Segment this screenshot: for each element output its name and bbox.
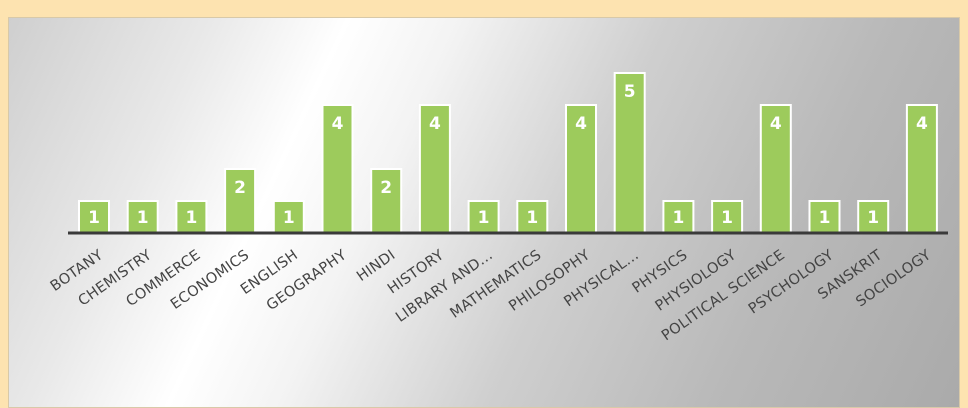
data-label: 4 [575,114,587,134]
data-label: 1 [185,208,197,228]
data-label: 4 [770,114,782,134]
data-label: 4 [429,114,441,134]
bar-psychology [808,200,841,234]
bar-hindi [370,168,403,234]
data-label: 1 [672,208,684,228]
data-label: 5 [624,82,636,102]
x-tick-label: PSYCHOLOGY [746,247,837,317]
data-label: 1 [526,208,538,228]
bar-sociology [905,104,938,234]
bar-political-science [759,104,792,234]
data-label: 2 [234,178,246,198]
data-label: 1 [867,208,879,228]
bars-group: 1 1 1 2 1 4 2 4 1 1 4 5 1 1 4 1 1 4 [78,72,938,234]
data-label: 1 [721,208,733,228]
data-label: 4 [332,114,344,134]
data-label: 1 [283,208,295,228]
data-label: 2 [380,178,392,198]
bar-philosophy [565,104,597,234]
data-label: 1 [478,208,490,228]
bar-library-and [467,200,500,234]
data-label: 1 [88,208,100,228]
tick-labels-group: BOTANYCHEMISTRYCOMMERCEECONOMICSENGLISHG… [48,247,934,344]
bar-commerce [175,200,208,234]
data-label: 1 [137,208,149,228]
data-label: 1 [819,208,831,228]
bar-english [272,200,305,234]
data-label: 4 [916,114,928,134]
